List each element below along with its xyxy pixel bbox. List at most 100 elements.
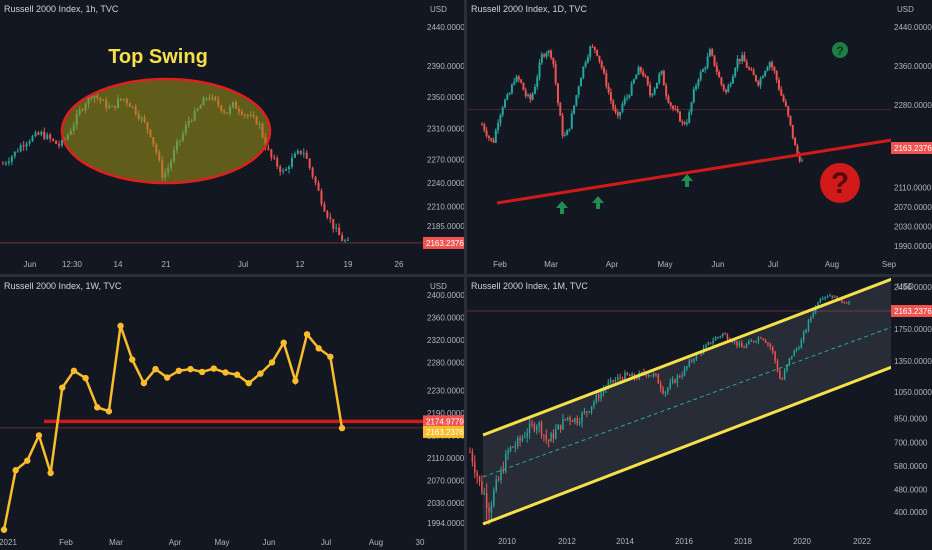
candle-body <box>704 67 707 70</box>
x-tick-label: Jul <box>238 260 248 269</box>
candle-body <box>662 388 664 394</box>
candle-body <box>320 190 323 205</box>
candle-body <box>607 382 610 388</box>
channel-lower <box>482 365 893 526</box>
data-point <box>245 379 252 387</box>
candle-body <box>538 422 540 427</box>
candle-body <box>490 137 493 141</box>
y-tick-label: 2110.0000 <box>894 184 932 193</box>
candle-body <box>556 83 559 103</box>
price-tag-1h: 2163.2376 <box>426 239 464 248</box>
weekly-close-line <box>2 325 344 530</box>
candle-body <box>562 418 564 430</box>
candle-body <box>754 75 757 81</box>
candle-body <box>693 359 695 361</box>
candle-body <box>621 378 624 380</box>
candle-body <box>650 375 652 377</box>
candle-body <box>711 49 714 56</box>
candle-body <box>722 84 725 90</box>
candle-body <box>671 379 674 383</box>
panel-divider-horizontal[interactable] <box>0 274 932 277</box>
candle-body <box>628 95 631 98</box>
candle-body <box>609 92 612 101</box>
candle-body <box>709 342 712 344</box>
level-tag-1w-bg <box>423 415 464 428</box>
candle-body <box>766 67 769 71</box>
candle-body <box>341 235 344 241</box>
candle-body <box>681 121 684 123</box>
candle-body <box>708 49 711 57</box>
candle-body <box>774 351 776 361</box>
candle-body <box>829 295 831 297</box>
candle-body <box>52 138 55 141</box>
price-tag-1h-bg <box>423 236 464 249</box>
candle-body <box>499 115 502 123</box>
candle-body <box>645 373 648 376</box>
data-point <box>257 370 264 377</box>
candle-body <box>296 150 299 154</box>
candle-body <box>597 395 600 399</box>
y-tick-label: 2280.0000 <box>894 101 932 110</box>
candle-body <box>536 77 539 87</box>
candle-body <box>545 52 548 57</box>
candle-body <box>563 135 566 137</box>
data-point <box>280 339 287 346</box>
candle-body <box>288 166 291 170</box>
candle-body <box>559 424 562 430</box>
y-tick-label: 2360.0000 <box>894 62 932 71</box>
candle-body <box>717 336 719 338</box>
candle-body <box>552 57 555 64</box>
y-tick-label: 2390.0000 <box>427 62 464 71</box>
candle-body <box>779 370 781 379</box>
x-tick-label: Mar <box>109 538 123 547</box>
candle-body <box>624 372 626 380</box>
candle-body <box>697 79 700 86</box>
candle-body <box>786 364 788 371</box>
candle-body <box>755 341 757 343</box>
candle-body <box>713 55 716 66</box>
arrow-up-icon <box>681 174 693 187</box>
chart-1h[interactable]: Top Swing USD 2440.0000 2390.0000 2350.0000 2… <box>0 0 464 274</box>
data-point <box>268 359 276 366</box>
candle-body <box>22 145 25 147</box>
y-tick-label: 2210.0000 <box>427 202 464 211</box>
candle-body <box>794 137 797 146</box>
data-point <box>327 353 334 360</box>
y-tick-label: 1990.0000 <box>894 242 932 251</box>
candle-body <box>771 346 774 352</box>
candle-body <box>686 366 688 369</box>
candle-body <box>743 55 746 62</box>
candle-body <box>788 358 791 365</box>
candle-body <box>474 462 476 473</box>
chart-1d[interactable]: ??USD2440.00002360.00002280.00002190.000… <box>467 0 932 274</box>
data-point <box>140 379 148 387</box>
candle-body <box>665 85 668 97</box>
candle-body <box>738 343 741 346</box>
x-tick-label: Aug <box>369 538 383 547</box>
y-tick-label: 2230.0000 <box>427 386 464 395</box>
data-point <box>175 367 183 375</box>
candle-body <box>780 89 783 96</box>
candle-body <box>561 115 564 136</box>
candle-body <box>332 219 335 229</box>
candle-body <box>7 161 10 163</box>
candle-body <box>764 339 767 343</box>
candle-body <box>789 115 792 125</box>
data-point <box>82 374 89 382</box>
candle-body <box>547 50 550 53</box>
candle-body <box>679 376 681 378</box>
candle-body <box>16 151 19 153</box>
candle-body <box>810 317 812 321</box>
candle-body <box>676 109 679 112</box>
candle-body <box>302 152 305 154</box>
candle-body <box>276 158 279 167</box>
y-tick-label: 2440.0000 <box>427 23 464 32</box>
y-tick-label: 2360.0000 <box>427 313 464 322</box>
candle-body <box>512 446 514 448</box>
y-tick-label: 2190.0000 <box>427 409 464 418</box>
candle-body <box>586 411 588 413</box>
candle-body <box>285 169 288 171</box>
candle-body <box>658 73 661 83</box>
